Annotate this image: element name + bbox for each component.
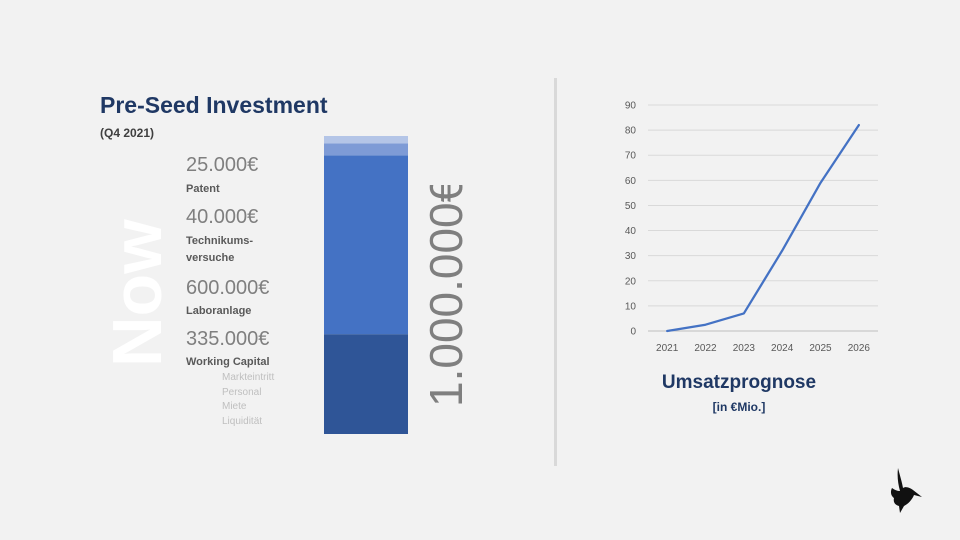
x-tick-label: 2025 <box>809 343 832 354</box>
y-tick-label: 30 <box>625 251 637 262</box>
y-tick-label: 90 <box>625 101 637 112</box>
x-tick-label: 2021 <box>656 343 679 354</box>
technikum-label-line2: versuche <box>186 252 235 264</box>
y-tick-label: 20 <box>625 276 637 287</box>
y-tick-label: 10 <box>625 301 637 312</box>
patent-label: Patent <box>186 183 220 195</box>
x-tick-label: 2024 <box>771 343 794 354</box>
investment-stacked-bar <box>324 136 408 434</box>
chart-subtitle: [in €Mio.] <box>712 400 766 414</box>
section-divider <box>554 78 557 466</box>
x-tick-label: 2026 <box>848 343 871 354</box>
technikum-amount: 40.000€ <box>186 206 259 228</box>
y-tick-label: 70 <box>625 151 637 162</box>
series-line <box>666 123 860 333</box>
detail-item: Markteintritt <box>222 372 275 383</box>
now-label: Now <box>105 219 169 367</box>
now-label-text: Now <box>105 219 169 367</box>
x-tick-label: 2023 <box>733 343 756 354</box>
working-capital-details: Markteintritt Personal Miete Liquidität <box>222 371 274 429</box>
bar-segment <box>324 155 408 335</box>
technikum-label-line1: Technikums- <box>186 235 254 247</box>
patent-amount: 25.000€ <box>186 154 259 176</box>
total-investment-text: 1.000.000€ <box>422 185 468 407</box>
laboranlage-amount: 600.000€ <box>186 277 270 299</box>
page-title: Pre-Seed Investment <box>100 92 328 118</box>
working-capital-label: Working Capital <box>186 356 270 368</box>
page-subtitle: (Q4 2021) <box>100 126 155 140</box>
hummingbird-logo-icon <box>890 468 922 513</box>
detail-item: Miete <box>222 401 247 412</box>
detail-item: Liquidität <box>222 415 263 427</box>
y-tick-label: 60 <box>625 176 637 187</box>
bar-segment <box>324 143 408 156</box>
bar-segment <box>324 136 408 144</box>
x-tick-label: 2022 <box>694 343 717 354</box>
y-tick-label: 0 <box>630 327 636 338</box>
chart-title: Umsatzprognose <box>661 372 817 393</box>
laboranlage-label: Laboranlage <box>186 305 252 317</box>
detail-item: Personal <box>222 386 262 398</box>
bar-segment <box>324 334 408 434</box>
revenue-forecast-chart: 0 10 20 30 40 50 60 70 80 90 2021 2022 2023 2024 2025 2… <box>625 101 878 354</box>
y-tick-label: 50 <box>625 201 637 212</box>
y-tick-label: 40 <box>625 226 637 237</box>
y-tick-label: 80 <box>625 126 637 137</box>
total-investment-label: 1.000.000€ <box>422 185 468 407</box>
working-capital-amount: 335.000€ <box>186 328 270 350</box>
